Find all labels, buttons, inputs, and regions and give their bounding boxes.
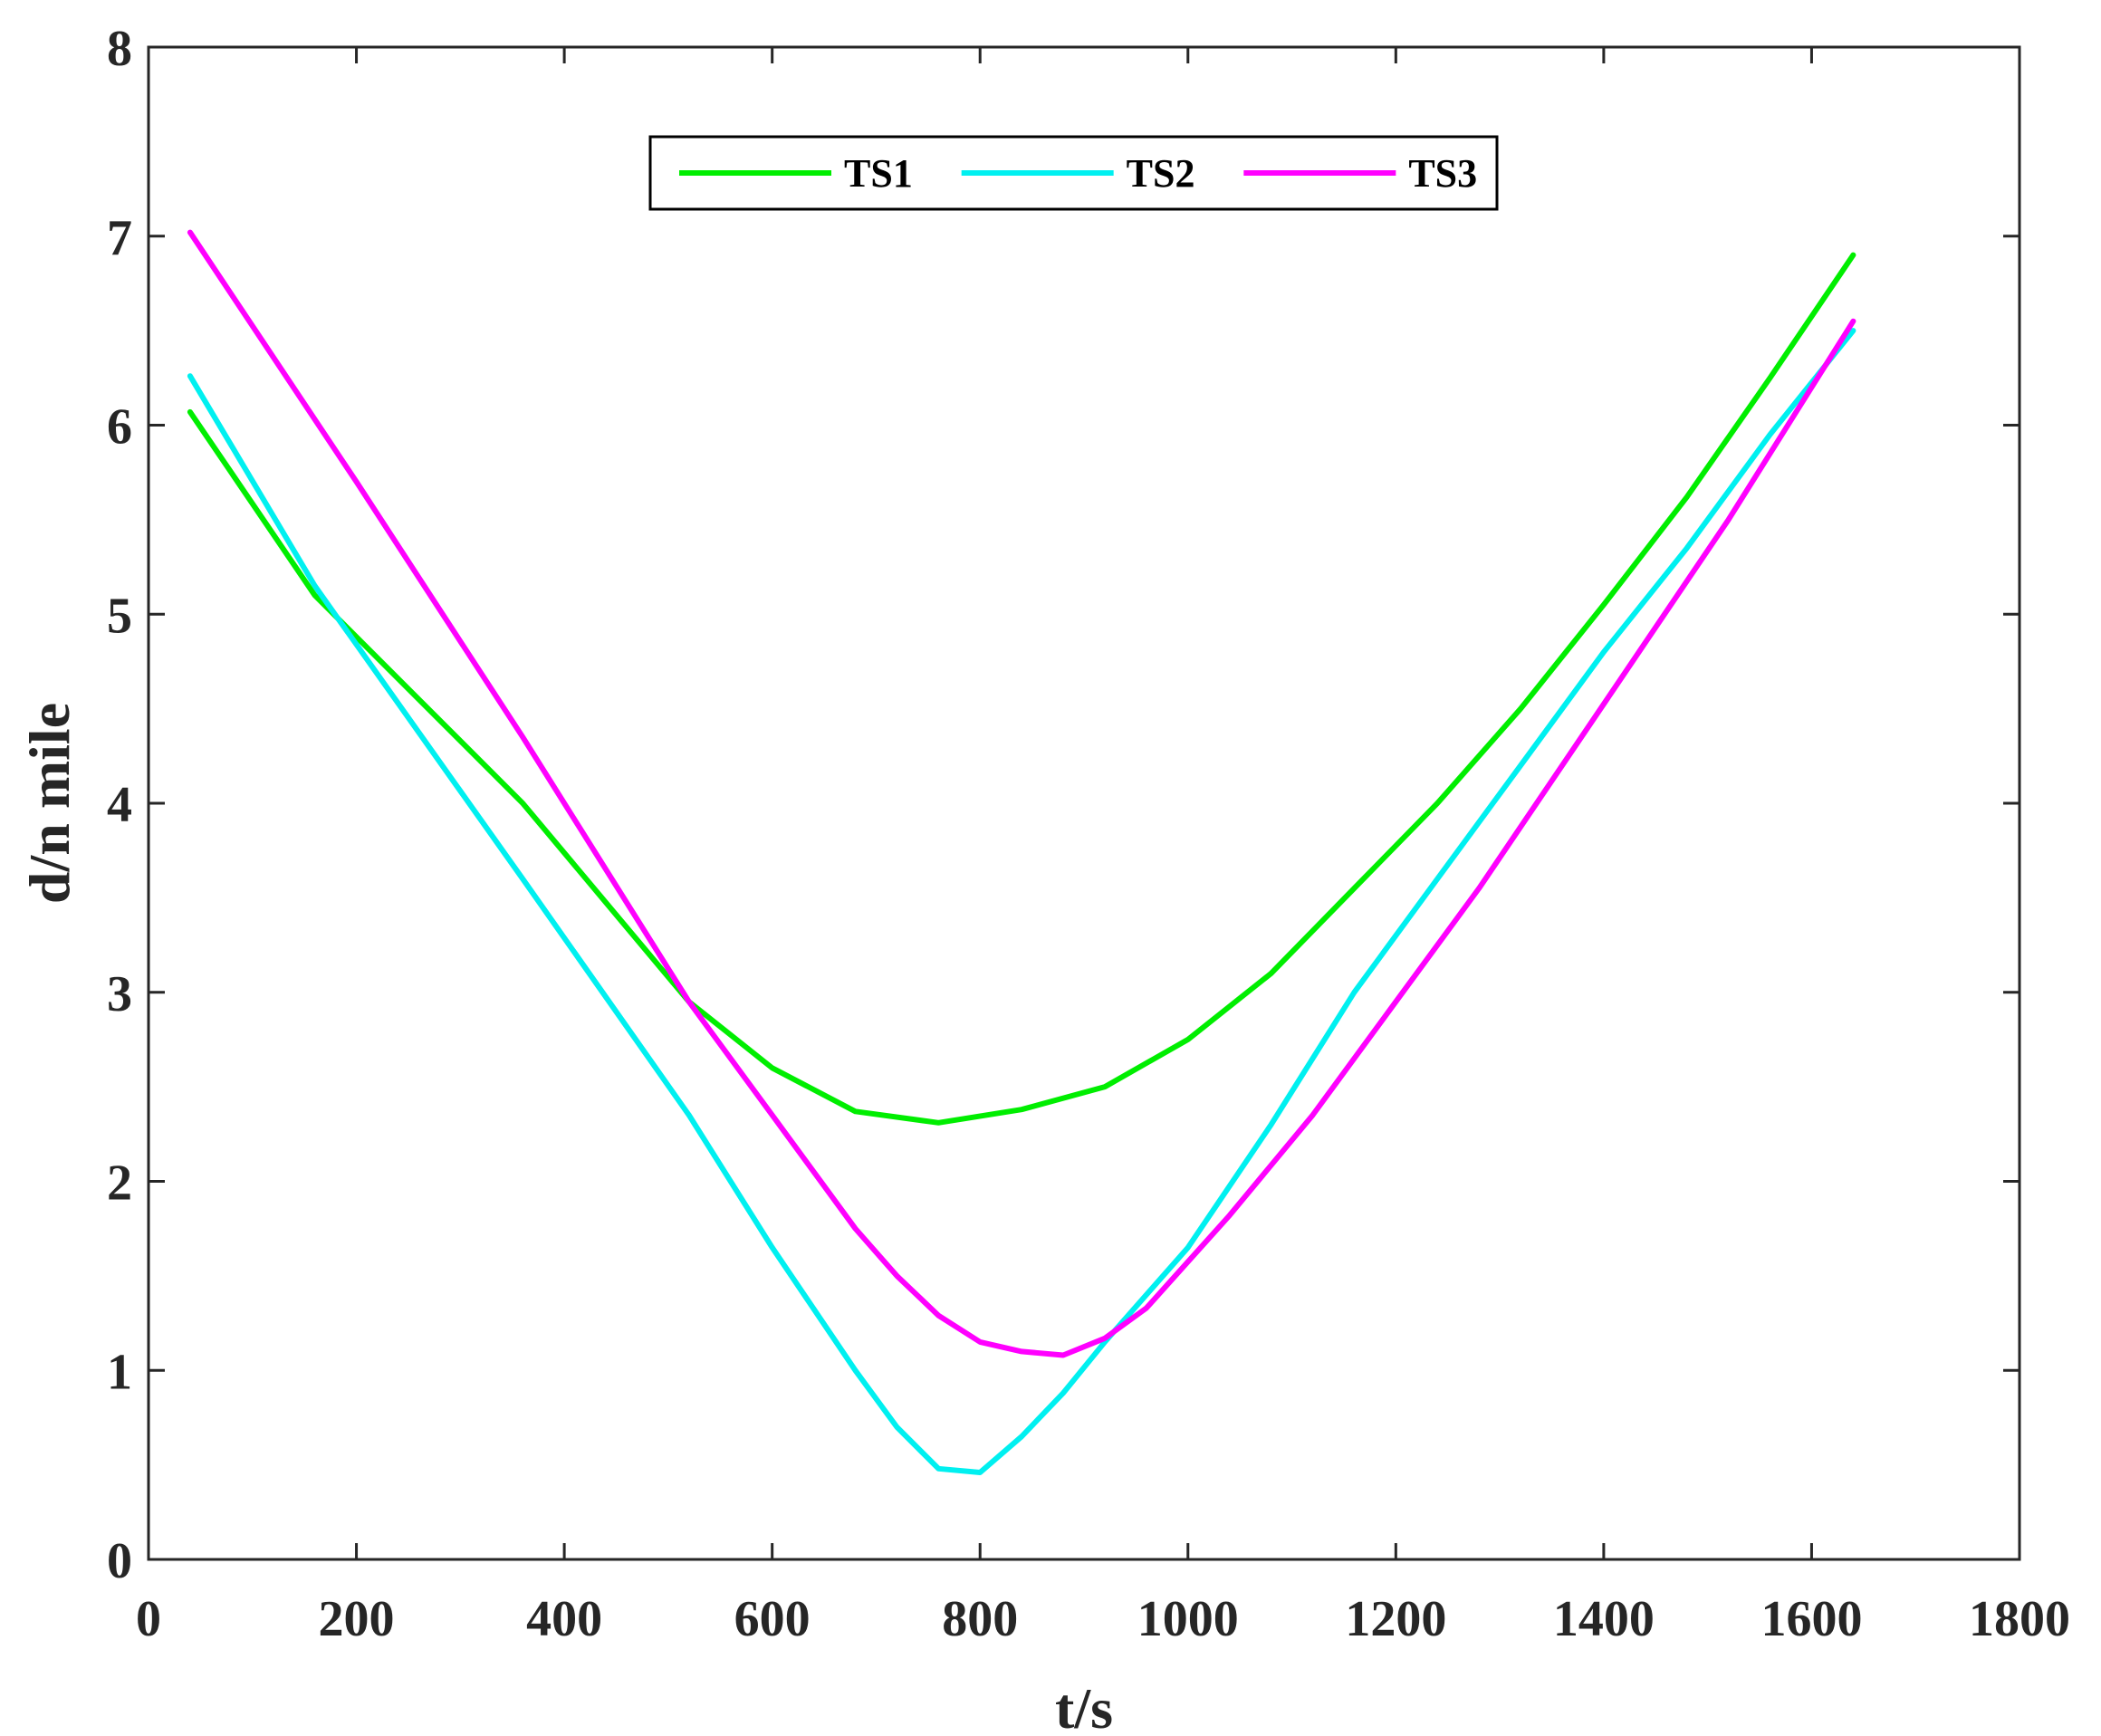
legend-label-ts1: TS1 (844, 151, 913, 196)
x-axis-title: t/s (1055, 1676, 1113, 1736)
x-tick-label: 0 (136, 1591, 161, 1647)
x-tick-label: 400 (526, 1591, 602, 1647)
x-tick-label: 800 (942, 1591, 1018, 1647)
legend-label-ts2: TS2 (1127, 151, 1195, 196)
legend: TS1 TS2 TS3 (648, 135, 1499, 211)
y-tick-label: 1 (107, 1344, 132, 1400)
x-tick-label: 1800 (1969, 1591, 2070, 1647)
y-tick-label: 8 (107, 21, 132, 77)
plot-area (147, 45, 2021, 1561)
y-tick-label: 4 (107, 777, 132, 833)
series-lines (187, 229, 1856, 1475)
y-tick-label: 6 (107, 399, 132, 456)
legend-label-ts3: TS3 (1408, 151, 1477, 196)
series-line-ts2 (187, 328, 1856, 1475)
x-tick-label: 1400 (1553, 1591, 1655, 1647)
series-line-ts1 (187, 252, 1856, 1126)
x-tick-label: 1200 (1345, 1591, 1446, 1647)
axis-ticks: 0 200 400 600 800 1000 1200 1400 1600 1800 0 1 2 3 4 5 6… (107, 21, 2070, 1647)
x-tick-label: 200 (319, 1591, 395, 1647)
y-tick-label: 2 (107, 1156, 132, 1212)
series-line-ts3 (187, 229, 1856, 1358)
y-tick-label: 7 (107, 210, 132, 266)
y-axis-title: d/n mile (17, 703, 82, 904)
y-tick-label: 5 (107, 588, 132, 644)
x-tick-label: 1000 (1137, 1591, 1239, 1647)
x-tick-label: 600 (734, 1591, 811, 1647)
y-tick-label: 3 (107, 966, 132, 1022)
x-tick-label: 1600 (1760, 1591, 1862, 1647)
y-tick-label: 0 (107, 1533, 132, 1589)
